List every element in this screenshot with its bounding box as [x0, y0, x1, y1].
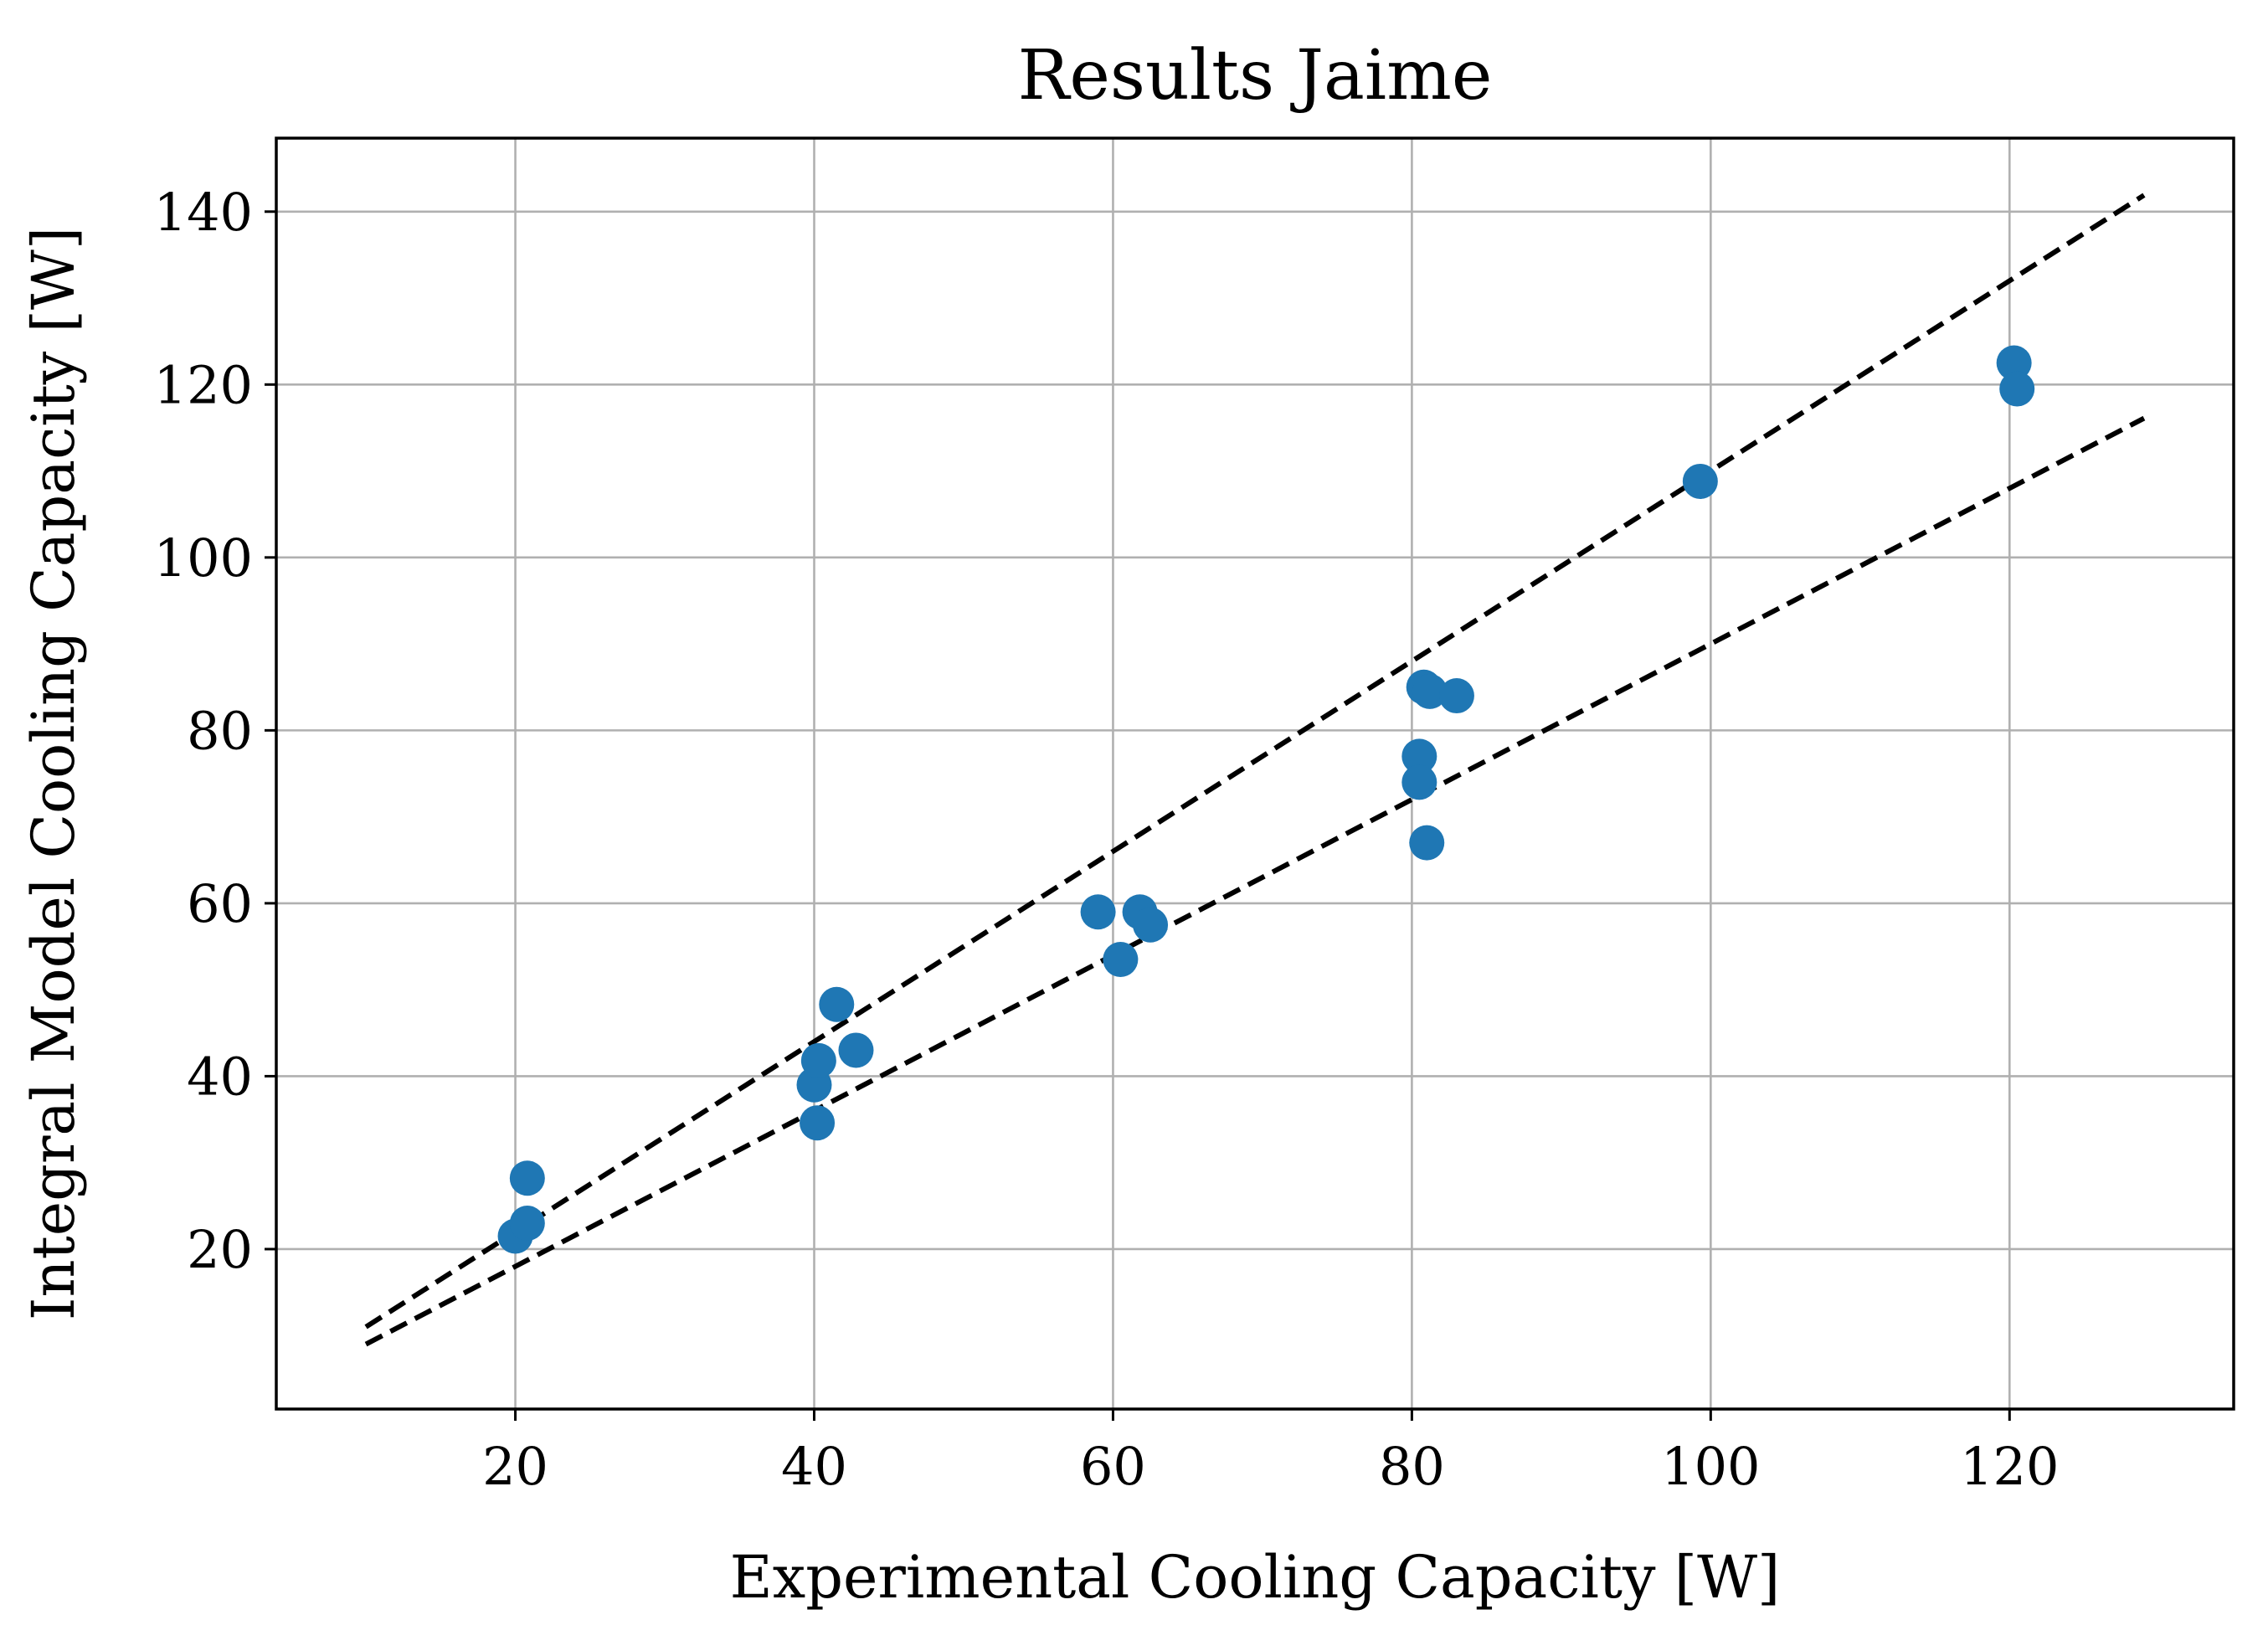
scatter-point [800, 1042, 836, 1078]
scatter-point [838, 1032, 874, 1068]
y-tick-label: 60 [187, 873, 253, 934]
scatter-point [800, 1105, 836, 1141]
plot-area-frame [275, 136, 2235, 1411]
dashed-reference-line [364, 193, 2146, 1330]
scatter-point [819, 986, 855, 1022]
scatter-point [1412, 673, 1448, 709]
scatter-point [509, 1205, 545, 1241]
x-tick-label: 60 [1080, 1436, 1146, 1497]
y-tick-label: 120 [154, 354, 253, 415]
x-tick-label: 40 [781, 1436, 847, 1497]
x-tick-label: 20 [482, 1436, 548, 1497]
dashed-reference-line [364, 415, 2146, 1347]
y-axis-label: Integral Model Cooling Capacity [W] [19, 227, 88, 1320]
scatter-point [509, 1160, 545, 1196]
x-tick-label: 80 [1379, 1436, 1445, 1497]
scatter-point [1080, 894, 1116, 930]
chart-title: Results Jaime [1018, 36, 1493, 116]
axis-ticks: 20 40 60 80 100 120 20 40 60 80 100 120 140 [154, 182, 2060, 1497]
reference-lines [364, 193, 2146, 1347]
x-tick-label: 120 [1960, 1436, 2059, 1497]
scatter-point [1682, 463, 1718, 499]
scatter-point [1999, 371, 2035, 407]
y-tick-label: 80 [187, 700, 253, 761]
y-tick-label: 20 [187, 1219, 253, 1280]
x-axis-label: Experimental Cooling Capacity [W] [730, 1543, 1781, 1612]
scatter-point [1133, 907, 1169, 943]
scatter-point [1438, 678, 1474, 714]
data-points [497, 345, 2035, 1254]
scatter-point [1401, 738, 1437, 774]
y-tick-label: 140 [154, 182, 253, 243]
scatter-point [1409, 825, 1445, 861]
x-tick-label: 100 [1661, 1436, 1760, 1497]
y-tick-label: 40 [187, 1046, 253, 1107]
scatter-point [1996, 345, 2032, 381]
scatter-point [1103, 942, 1139, 978]
scatter-point [1401, 764, 1437, 800]
y-tick-label: 100 [154, 527, 253, 589]
